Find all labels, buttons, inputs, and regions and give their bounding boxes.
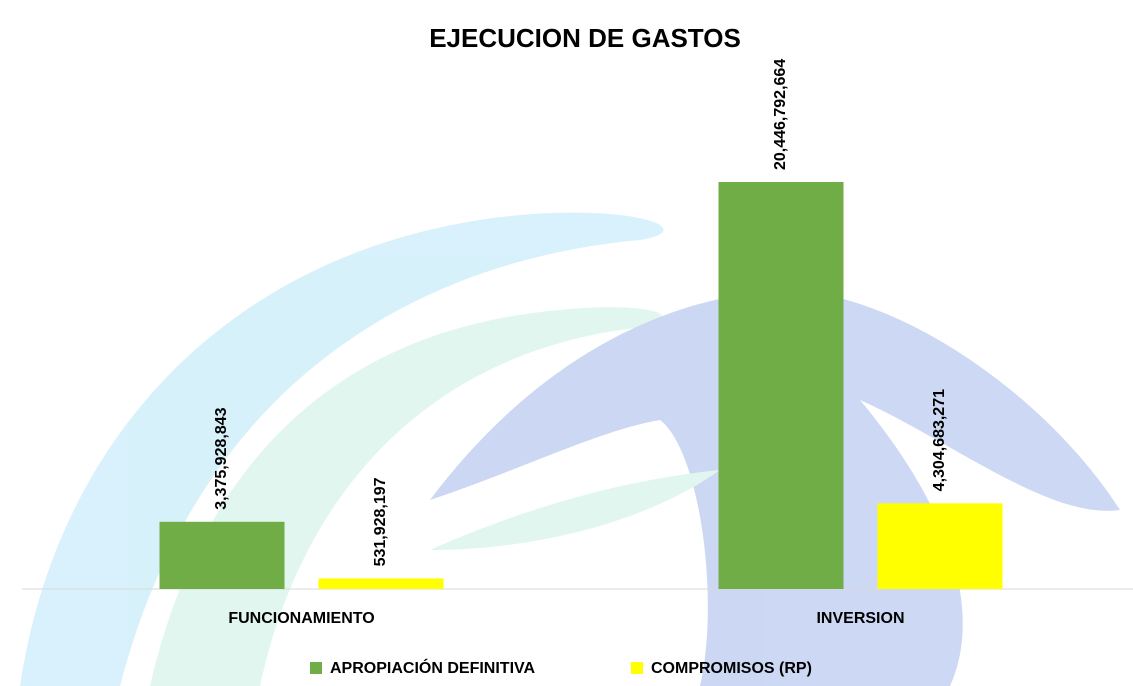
- chart: EJECUCION DE GASTOS FUNCIONAMIENTO 3,375,…: [0, 0, 1133, 686]
- page: {"chart_data": {"type": "bar", "title": …: [0, 0, 1133, 686]
- bar: [319, 578, 444, 589]
- value-label: 20,446,792,664: [772, 59, 789, 170]
- value-label: 4,304,683,271: [931, 389, 948, 491]
- value-label: 3,375,928,843: [213, 407, 230, 509]
- legend-label: APROPIACIÓN DEFINITIVA: [330, 658, 535, 677]
- chart-title: EJECUCION DE GASTOS: [429, 23, 741, 53]
- bar: [160, 522, 285, 589]
- x-tick-label: INVERSION: [816, 610, 904, 627]
- bar: [719, 182, 844, 589]
- legend-label: COMPROMISOS (RP): [651, 660, 812, 677]
- legend-swatch: [310, 662, 322, 674]
- bar: [878, 503, 1003, 589]
- legend-swatch: [631, 662, 643, 674]
- x-tick-label: FUNCIONAMIENTO: [228, 610, 374, 627]
- watermark: [20, 213, 1120, 686]
- value-label: 531,928,197: [372, 477, 389, 566]
